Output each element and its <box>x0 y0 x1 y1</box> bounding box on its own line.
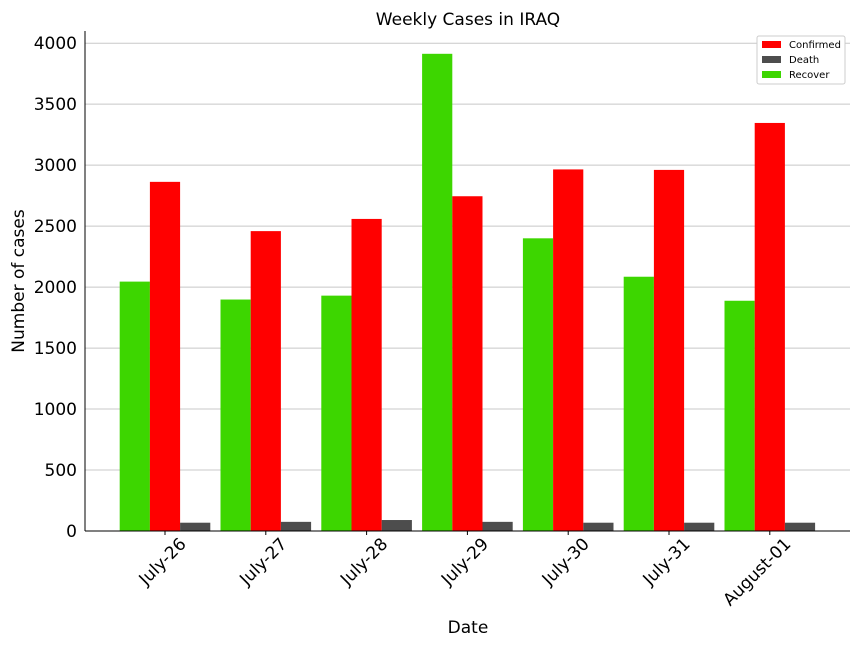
x-tick-label: July-29 <box>437 534 493 590</box>
bar-confirmed <box>653 169 685 531</box>
x-axis-label: Date <box>448 618 489 638</box>
y-tick-label: 500 <box>45 461 77 481</box>
bar-recover <box>119 281 150 531</box>
x-tick-label: August-01 <box>719 534 795 610</box>
x-tick-label: July-31 <box>639 534 695 590</box>
y-tick-label: 1500 <box>34 339 77 359</box>
bar-recover <box>321 295 352 531</box>
y-tick-label: 0 <box>66 522 77 542</box>
x-tick-labels: July-26 July-27 July-28 July-29 July-30 July-… <box>135 531 795 610</box>
bars <box>119 53 816 532</box>
bar-death <box>280 521 312 531</box>
y-tick-labels: 0 500 1000 1500 2000 2500 3000 3500 4000 <box>34 34 77 542</box>
legend-swatch-recover <box>762 71 781 78</box>
bar-death <box>784 522 816 531</box>
bar-confirmed <box>553 169 584 532</box>
bar-recover <box>724 300 755 531</box>
legend-label-death: Death <box>789 55 819 66</box>
chart-title: Weekly Cases in IRAQ <box>376 10 560 30</box>
bar-recover <box>522 238 554 531</box>
legend-label-recover: Recover <box>789 70 830 81</box>
y-tick-label: 4000 <box>34 34 77 54</box>
y-tick-label: 2500 <box>34 217 77 237</box>
bar-death <box>583 522 614 531</box>
y-tick-label: 3000 <box>34 156 77 176</box>
y-axis-label: Number of cases <box>9 209 29 353</box>
legend-label-confirmed: Confirmed <box>789 40 841 51</box>
y-tick-label: 1000 <box>34 400 77 420</box>
x-tick-label: July-27 <box>235 534 291 590</box>
bar-confirmed <box>754 122 785 531</box>
bar-recover <box>422 53 453 532</box>
bar-confirmed <box>351 218 382 532</box>
bar-confirmed <box>149 181 181 532</box>
bar-death <box>684 522 715 531</box>
bar-death <box>381 520 412 531</box>
y-tick-label: 3500 <box>34 95 77 115</box>
legend: Confirmed Death Recover <box>756 35 846 85</box>
legend-swatch-death <box>762 56 781 63</box>
x-tick-label: July-26 <box>135 534 191 590</box>
bar-death <box>482 521 513 531</box>
bar-confirmed <box>452 196 483 531</box>
x-tick-label: July-30 <box>538 534 594 590</box>
bar-confirmed <box>250 231 281 531</box>
bar-recover <box>220 299 251 531</box>
bar-death <box>180 522 211 531</box>
legend-swatch-confirmed <box>762 41 781 48</box>
y-tick-label: 2000 <box>34 278 77 298</box>
x-tick-label: July-28 <box>336 534 392 590</box>
bar-recover <box>623 276 654 531</box>
